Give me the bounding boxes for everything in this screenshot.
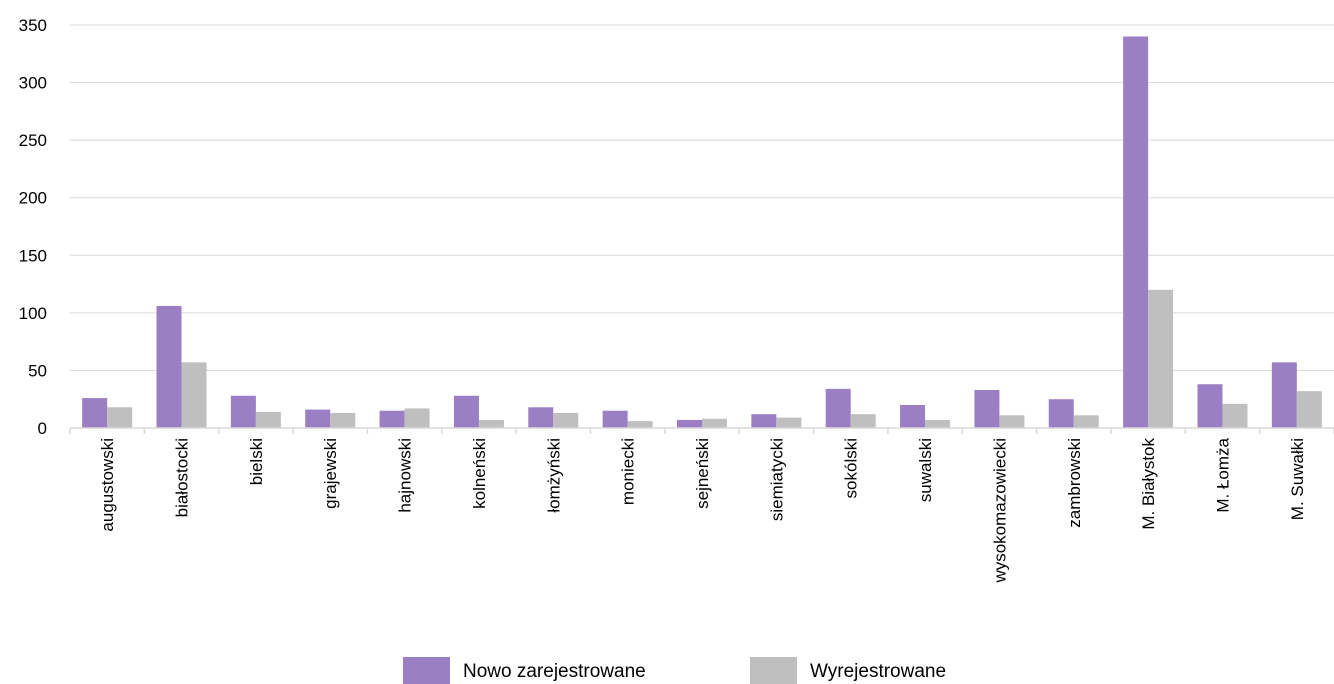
x-category-label: sejneński [693,438,712,509]
bar-nowo-zarejestrowane [380,411,405,428]
x-category-label: suwalski [916,438,935,502]
y-axis-ticks: 0 50 100 150 200 250 300 350 [19,16,47,438]
legend-label: Wyrejestrowane [810,661,946,682]
bar-wyrejestrowane [107,407,132,428]
y-tick-label: 300 [19,74,47,93]
bar-wyrejestrowane [851,414,876,428]
y-tick-label: 150 [19,246,47,265]
x-category-label: sokólski [842,438,861,498]
x-category-label: zambrowski [1065,438,1084,528]
bar-wyrejestrowane [553,413,578,428]
x-category-label: grajewski [321,438,340,509]
bars [82,37,1322,428]
bar-nowo-zarejestrowane [1197,384,1222,428]
bar-wyrejestrowane [999,415,1024,428]
x-category-label: białostocki [173,438,192,517]
bar-nowo-zarejestrowane [974,390,999,428]
x-axis-labels: augustowski białostocki bielski grajewski ha… [98,437,1307,583]
y-tick-label: 250 [19,131,47,150]
x-category-label: moniecki [619,438,638,505]
legend: Nowo zarejestrowane Wyrejestrowane [403,657,946,684]
bar-nowo-zarejestrowane [1272,362,1297,428]
x-category-label: M. Suwałki [1288,438,1307,520]
bar-wyrejestrowane [925,420,950,428]
bar-nowo-zarejestrowane [528,407,553,428]
y-tick-label: 200 [19,189,47,208]
bar-nowo-zarejestrowane [82,398,107,428]
bar-nowo-zarejestrowane [751,414,776,428]
x-category-label: bielski [247,438,266,485]
x-category-label: łomżyński [544,438,563,513]
bar-nowo-zarejestrowane [1049,399,1074,428]
y-tick-label: 50 [28,361,47,380]
bar-wyrejestrowane [182,362,207,428]
x-category-label: augustowski [98,438,117,532]
bar-nowo-zarejestrowane [454,396,479,428]
y-tick-label: 0 [38,419,47,438]
bar-nowo-zarejestrowane [231,396,256,428]
x-category-label: M. Białystok [1139,438,1158,530]
bar-nowo-zarejestrowane [305,410,330,428]
x-category-label: M. Łomża [1213,437,1232,512]
y-tick-label: 350 [19,16,47,35]
bar-wyrejestrowane [702,419,727,428]
x-axis [70,428,1334,434]
bar-nowo-zarejestrowane [603,411,628,428]
bar-nowo-zarejestrowane [677,420,702,428]
x-category-label: hajnowski [396,438,415,513]
x-category-label: kolneński [470,438,489,509]
bar-wyrejestrowane [776,418,801,428]
x-category-label: siemiatycki [767,438,786,521]
legend-swatch [403,657,450,684]
bar-wyrejestrowane [330,413,355,428]
bar-wyrejestrowane [479,420,504,428]
bar-wyrejestrowane [1297,391,1322,428]
bar-wyrejestrowane [1074,415,1099,428]
legend-label: Nowo zarejestrowane [463,661,646,682]
bar-wyrejestrowane [1148,290,1173,428]
bar-wyrejestrowane [1222,404,1247,428]
bar-wyrejestrowane [405,408,430,428]
bar-wyrejestrowane [628,421,653,428]
y-tick-label: 100 [19,304,47,323]
bar-nowo-zarejestrowane [157,306,182,428]
bar-nowo-zarejestrowane [1123,37,1148,428]
bar-nowo-zarejestrowane [826,389,851,428]
bar-nowo-zarejestrowane [900,405,925,428]
legend-swatch [750,657,797,684]
x-category-label: wysokomazowiecki [990,438,1009,584]
bar-wyrejestrowane [256,412,281,428]
